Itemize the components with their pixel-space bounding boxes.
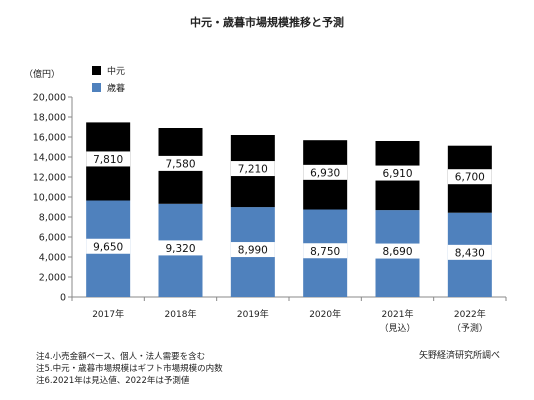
x-tick-label: 2018年 [165,308,197,320]
legend-swatch-chugen [92,66,101,75]
value-label-seibo: 9,650 [93,241,123,253]
note-6: 注6.2021年は見込値、2022年は予測値 [36,375,190,386]
value-label-background [303,243,348,259]
value-label-background [230,161,275,177]
value-label-chugen: 7,810 [93,154,123,166]
x-tick-label: 2019年 [237,308,269,320]
legend-label-seibo: 歳暮 [107,82,125,94]
x-tick-label: 2017年 [92,308,124,320]
value-label-background [375,243,420,259]
y-tick-label: 14,000 [33,153,66,164]
value-labels: 9,650 7,810 9,320 7,580 8,990 7,210 8,750 6,930… [86,151,492,260]
value-label-background [447,169,492,185]
note-4: 注4.小売金額ベース、個人・法人需要を含む [36,351,205,362]
y-tick-label: 0 [60,293,66,304]
value-label-background [375,165,420,181]
y-tick-label: 4,000 [39,253,66,264]
chart-title: 中元・歳暮市場規模推移と予測 [190,15,344,29]
value-label-background [86,151,131,167]
value-label-background [158,240,203,256]
value-label-chugen: 6,910 [382,168,412,180]
legend-label-chugen: 中元 [107,65,125,77]
y-axis: 0 2,000 4,000 6,000 8,000 10,000 12,000 14,000 1… [33,93,73,304]
value-label-chugen: 7,580 [165,158,195,170]
bars [86,122,492,297]
y-tick-label: 16,000 [33,133,66,144]
x-tick-label: 2021年 [382,308,414,320]
y-tick-label: 20,000 [33,93,66,104]
legend-swatch-seibo [92,83,101,92]
legend: 中元 歳暮 [92,65,125,94]
value-label-seibo: 8,430 [455,247,485,259]
value-label-background [303,164,348,180]
value-label-background [447,244,492,260]
value-label-seibo: 8,750 [310,246,340,258]
y-tick-label: 6,000 [39,233,66,244]
x-tick-label: 2022年 [454,308,486,320]
value-label-seibo: 8,990 [238,245,268,257]
y-tick-label: 2,000 [39,273,66,284]
y-axis-unit-label: （億円） [24,68,60,80]
y-tick-label: 12,000 [33,173,66,184]
x-tick-label: 2020年 [309,308,341,320]
x-tick-sublabel: （予測） [452,322,488,334]
value-label-chugen: 6,700 [455,172,485,184]
x-axis: 2017年 2018年 2019年 2020年 2021年 （見込） 2022年 （予測） [71,296,507,334]
value-label-background [86,238,131,254]
y-tick-label: 10,000 [33,193,66,204]
value-label-chugen: 7,210 [238,164,268,176]
x-tick-sublabel: （見込） [379,323,415,334]
y-tick-label: 18,000 [33,113,66,124]
y-tick-label: 8,000 [39,213,66,224]
value-label-background [158,155,203,171]
value-label-seibo: 8,690 [382,246,412,258]
value-label-seibo: 9,320 [165,243,195,255]
source-credit: 矢野経済研究所調べ [419,349,500,361]
note-5: 注5.中元・歳暮市場規模はギフト市場規模の内数 [36,363,223,374]
value-label-chugen: 6,930 [310,167,340,179]
value-label-background [230,242,275,258]
notes: 注4.小売金額ベース、個人・法人需要を含む 注5.中元・歳暮市場規模はギフト市場… [36,351,223,386]
